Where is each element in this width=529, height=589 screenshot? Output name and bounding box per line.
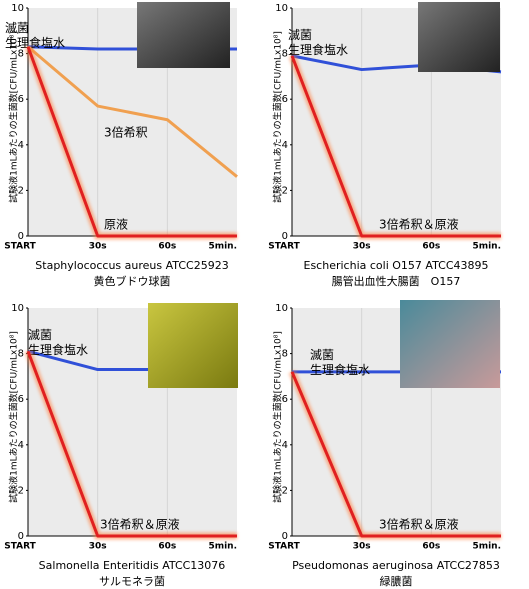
caption: Pseudomonas aeruginosa ATCC27853 — [292, 559, 500, 572]
series-label: 原液 — [104, 217, 128, 232]
y-tick-label: 6 — [282, 394, 288, 405]
y-tick-label: 4 — [18, 140, 24, 151]
x-tick-label: 5min. — [208, 542, 237, 552]
caption: 黄色ブドウ球菌 — [94, 274, 171, 288]
y-tick-label: 0 — [282, 531, 288, 542]
x-tick-label: 60s — [158, 242, 176, 252]
series-line — [27, 45, 238, 178]
y-tick-label: 8 — [18, 49, 24, 60]
x-tick-label: 60s — [422, 542, 440, 552]
panels: 0 2 4 6 8 10 START 30s 60s 5min. 試験液1mLあたりの生菌数[CFU… — [4, 3, 502, 588]
series-label: 3倍希釈 — [104, 125, 148, 140]
y-tick-label: 2 — [18, 485, 24, 496]
y-tick-label: 2 — [282, 185, 288, 196]
y-axis-label: 試験液1mLあたりの生菌数[CFU/mLx10⁸] — [272, 31, 284, 203]
y-axis-label: 試験液1mLあたりの生菌数[CFU/mLx10⁸] — [8, 331, 20, 503]
caption: Staphylococcus aureus ATCC25923 — [35, 259, 228, 272]
x-tick-label: 30s — [353, 242, 371, 252]
y-tick-label: 10 — [11, 303, 24, 314]
y-tick-label: 4 — [282, 440, 288, 451]
y-tick-label: 4 — [18, 440, 24, 451]
y-tick-label: 6 — [18, 94, 24, 105]
x-tick-label: 30s — [353, 542, 371, 552]
series-label: 滅菌生理食塩水 — [5, 21, 65, 50]
photo — [418, 2, 500, 72]
series-label: 滅菌生理食塩水 — [28, 328, 88, 357]
series-label: 滅菌生理食塩水 — [310, 348, 370, 377]
photo — [400, 300, 500, 388]
y-tick-label: 10 — [11, 3, 24, 14]
series-label: 3倍希釈＆原液 — [379, 517, 459, 532]
y-tick-label: 6 — [18, 394, 24, 405]
x-tick-label: 30s — [89, 242, 107, 252]
x-tick-label: START — [4, 242, 36, 252]
y-tick-label: 0 — [18, 231, 24, 242]
caption: 緑膿菌 — [380, 574, 413, 588]
series-label: 3倍希釈＆原液 — [379, 217, 459, 232]
series-label: 滅菌生理食塩水 — [288, 28, 348, 57]
x-tick-label: START — [268, 542, 300, 552]
series-line — [290, 55, 501, 238]
y-tick-label: 8 — [18, 349, 24, 360]
y-tick-label: 8 — [282, 349, 288, 360]
x-tick-label: START — [4, 542, 36, 552]
x-tick-label: 60s — [422, 242, 440, 252]
x-tick-label: 5min. — [208, 242, 237, 252]
y-tick-label: 0 — [282, 231, 288, 242]
y-tick-label: 2 — [282, 485, 288, 496]
series-line — [26, 46, 237, 238]
caption: Escherichia coli O157 ATCC43895 — [304, 259, 489, 272]
y-tick-label: 2 — [18, 185, 24, 196]
y-tick-label: 0 — [18, 531, 24, 542]
caption: Salmonella Enteritidis ATCC13076 — [39, 559, 226, 572]
series-label: 3倍希釈＆原液 — [100, 517, 180, 532]
series-line — [26, 350, 237, 538]
y-axis-label: 試験液1mLあたりの生菌数[CFU/mLx10⁸] — [8, 31, 20, 203]
x-tick-label: 30s — [89, 542, 107, 552]
y-tick-label: 8 — [282, 49, 288, 60]
x-tick-label: 5min. — [472, 542, 501, 552]
series-line — [290, 371, 501, 538]
photo — [137, 2, 230, 68]
caption: 腸管出血性大腸菌 O157 — [332, 274, 461, 288]
y-axis-label: 試験液1mLあたりの生菌数[CFU/mLx10⁸] — [272, 331, 284, 503]
x-tick-label: 60s — [158, 542, 176, 552]
photo — [148, 303, 238, 388]
y-tick-label: 6 — [282, 94, 288, 105]
x-tick-label: 5min. — [472, 242, 501, 252]
y-tick-label: 4 — [282, 140, 288, 151]
y-tick-label: 10 — [275, 303, 288, 314]
y-tick-label: 10 — [275, 3, 288, 14]
caption: サルモネラ菌 — [99, 575, 165, 588]
x-tick-label: START — [268, 242, 300, 252]
